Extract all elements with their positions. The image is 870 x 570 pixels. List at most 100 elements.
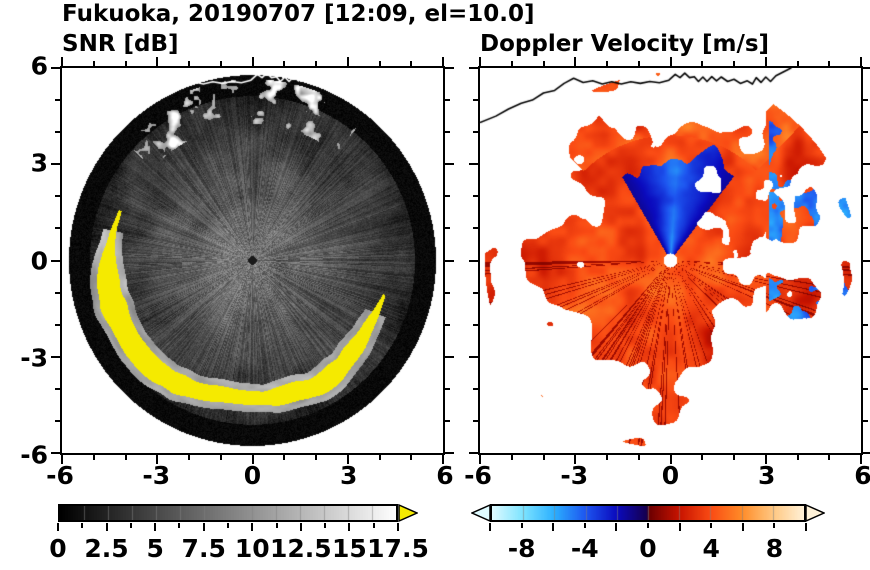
axis-tick xyxy=(445,227,450,230)
axis-tick xyxy=(55,99,60,102)
x-axis-tick-label: 3 xyxy=(758,461,776,490)
axis-tick xyxy=(669,455,672,464)
axis-tick xyxy=(479,57,481,66)
axis-tick xyxy=(315,61,317,66)
axis-tick xyxy=(445,387,450,390)
axis-tick xyxy=(796,455,799,460)
colorbar-tick xyxy=(372,523,375,528)
doppler-colorbar-labels: -8 -4 0 4 8 xyxy=(490,534,806,566)
axis-tick xyxy=(863,131,868,134)
colorbar-tick-label: 7.5 xyxy=(181,534,226,563)
axis-tick xyxy=(469,67,478,69)
colorbar-tick xyxy=(251,523,254,531)
x-axis-tick-label: -6 xyxy=(464,461,492,490)
axis-tick xyxy=(410,61,413,66)
doppler-colorbar-gradient xyxy=(492,506,804,520)
axis-tick xyxy=(55,323,60,326)
doppler-colorbar xyxy=(490,504,806,522)
axis-tick xyxy=(469,355,478,358)
axis-tick xyxy=(445,323,450,326)
axis-tick xyxy=(445,99,450,102)
colorbar-tick xyxy=(299,523,302,531)
colorbar-tick xyxy=(710,523,713,528)
axis-tick xyxy=(469,259,478,262)
axis-tick xyxy=(445,291,450,294)
doppler-colorbar-ticks xyxy=(489,523,807,533)
axis-tick xyxy=(315,455,317,460)
axis-tick xyxy=(51,452,60,454)
x-axis-tick-label: 3 xyxy=(340,461,358,490)
axis-tick xyxy=(445,259,454,262)
axis-tick xyxy=(188,61,190,66)
x-axis-tick-label: 0 xyxy=(243,461,262,490)
axis-tick xyxy=(346,57,349,66)
figure-title: Fukuoka, 20190707 [12:09, el=10.0] xyxy=(62,1,535,27)
x-axis-tick-label: -3 xyxy=(560,461,589,490)
axis-tick xyxy=(860,57,862,66)
x-axis-tick-label: -3 xyxy=(142,461,171,490)
y-axis-tick-label: 6 xyxy=(30,51,48,81)
doppler-radar-image xyxy=(480,68,861,453)
axis-tick xyxy=(860,455,862,464)
axis-tick xyxy=(510,455,513,460)
axis-tick xyxy=(445,67,454,69)
axis-tick xyxy=(796,61,799,66)
axis-tick xyxy=(863,387,868,390)
axis-tick xyxy=(701,61,704,66)
axis-tick xyxy=(473,323,478,326)
colorbar-tick xyxy=(520,523,523,528)
axis-tick xyxy=(51,163,60,166)
axis-tick xyxy=(473,291,478,294)
axis-tick xyxy=(61,57,63,66)
colorbar-tick xyxy=(57,523,59,531)
doppler-plot-frame xyxy=(478,66,863,455)
axis-tick xyxy=(469,163,478,166)
colorbar-tick-label: -4 xyxy=(570,534,599,563)
axis-tick xyxy=(473,387,478,390)
axis-tick xyxy=(378,455,381,460)
axis-tick xyxy=(764,57,767,66)
axis-tick xyxy=(124,61,127,66)
axis-tick xyxy=(828,61,831,66)
axis-tick xyxy=(542,455,545,460)
axis-tick xyxy=(733,61,735,66)
axis-tick xyxy=(828,455,831,460)
axis-tick xyxy=(510,61,513,66)
axis-tick xyxy=(863,99,868,102)
axis-tick xyxy=(469,452,478,454)
axis-tick xyxy=(156,57,159,66)
axis-tick xyxy=(188,455,190,460)
axis-tick xyxy=(283,455,286,460)
colorbar-tick-label: 0 xyxy=(639,534,657,563)
axis-tick xyxy=(92,61,95,66)
axis-tick xyxy=(733,455,735,460)
axis-tick xyxy=(124,455,127,460)
axis-tick xyxy=(445,131,450,134)
doppler-x-axis-labels: -6 -3 0 3 6 xyxy=(464,461,870,493)
colorbar-tick xyxy=(348,523,351,531)
colorbar-tick xyxy=(324,523,327,528)
axis-tick xyxy=(863,67,870,69)
snr-radar-image xyxy=(62,68,443,453)
colorbar-tick xyxy=(773,523,776,528)
axis-tick xyxy=(473,195,478,198)
axis-tick xyxy=(863,323,868,326)
axis-tick xyxy=(669,57,672,66)
colorbar-tick xyxy=(227,523,229,528)
axis-tick xyxy=(863,227,868,230)
colorbar-tick xyxy=(678,523,681,531)
colorbar-tick xyxy=(202,523,205,531)
x-axis-tick-label: 6 xyxy=(854,461,870,490)
axis-tick xyxy=(542,61,545,66)
axis-tick xyxy=(473,99,478,102)
axis-tick xyxy=(51,355,60,358)
axis-tick xyxy=(55,227,60,230)
colorbar-tick xyxy=(552,523,555,531)
axis-tick xyxy=(410,455,413,460)
axis-tick xyxy=(445,163,454,166)
axis-tick xyxy=(445,355,454,358)
axis-tick xyxy=(55,419,60,422)
axis-tick xyxy=(51,259,60,262)
axis-tick xyxy=(445,195,450,198)
colorbar-tick xyxy=(105,523,108,531)
